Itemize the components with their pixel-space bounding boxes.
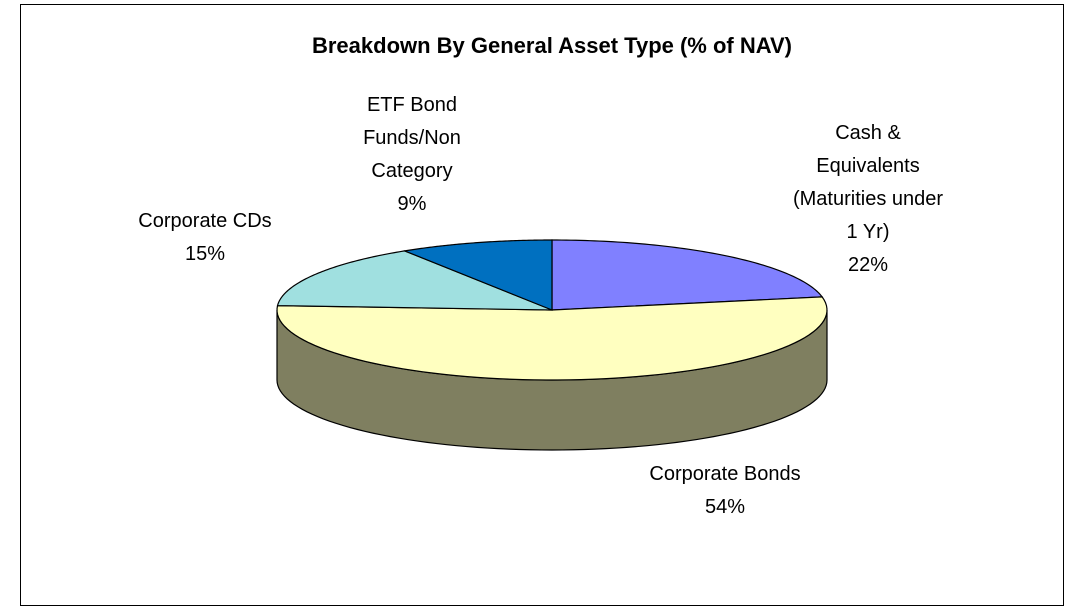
pie-slice <box>402 239 553 311</box>
category-label: Corporate CDs <box>138 210 272 232</box>
value-label: 9% <box>397 193 427 215</box>
value-label: 54% <box>704 496 746 518</box>
category-label: ETF Bond Funds/Non Category <box>363 94 461 182</box>
value-label: 15% <box>184 243 226 265</box>
pie-slice <box>551 239 824 311</box>
chart-title: Breakdown By General Asset Type (% of NA… <box>312 33 792 58</box>
category-label: Cash & Equivalents (Maturities under 1 Y… <box>792 122 944 243</box>
pie-slice <box>276 250 553 311</box>
slice-label: ETF Bond Funds/Non Category 9% <box>363 89 461 221</box>
slice-label: Corporate Bonds 54% <box>649 458 800 524</box>
value-label: 22% <box>847 254 889 276</box>
category-label: Corporate Bonds <box>649 463 801 485</box>
slice-label: Cash & Equivalents (Maturities under 1 Y… <box>793 117 943 282</box>
slice-label: Corporate CDs 15% <box>138 205 271 271</box>
pie-slice <box>276 296 828 381</box>
